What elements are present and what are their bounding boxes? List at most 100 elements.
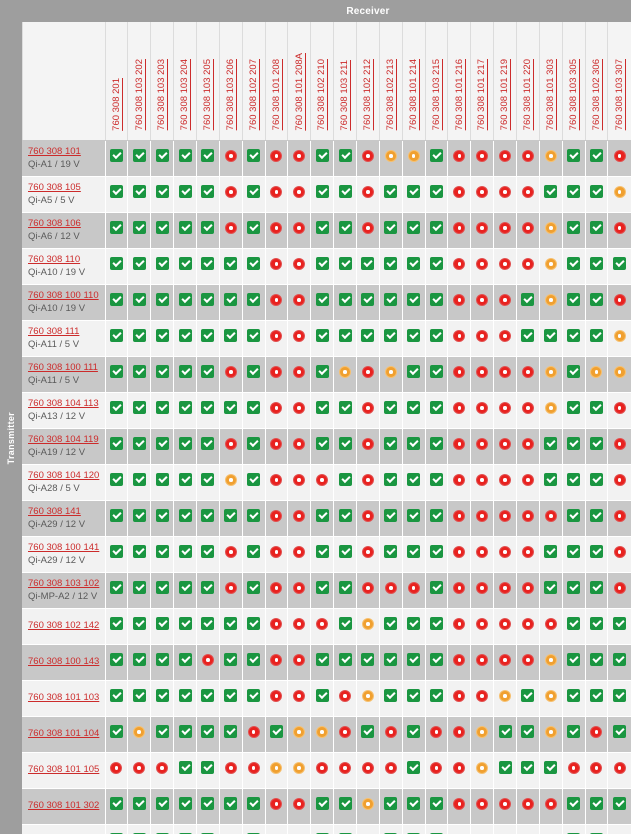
compatibility-cell[interactable] xyxy=(310,572,334,609)
compatibility-cell[interactable] xyxy=(424,320,448,357)
compatibility-cell[interactable] xyxy=(264,644,288,681)
receiver-id-link[interactable]: 760 308 101 220 xyxy=(522,59,534,131)
compatibility-cell[interactable] xyxy=(584,572,608,609)
compatibility-cell[interactable] xyxy=(378,392,403,429)
compatibility-cell[interactable] xyxy=(538,176,563,213)
compatibility-cell[interactable] xyxy=(470,428,494,465)
compatibility-cell[interactable] xyxy=(287,752,311,789)
compatibility-cell[interactable] xyxy=(173,248,197,285)
compatibility-cell[interactable] xyxy=(173,320,197,357)
compatibility-cell[interactable] xyxy=(310,284,334,321)
compatibility-cell[interactable] xyxy=(447,608,471,645)
receiver-id-link[interactable]: 760 308 103 203 xyxy=(156,59,168,131)
compatibility-cell[interactable] xyxy=(173,284,197,321)
compatibility-cell[interactable] xyxy=(333,212,357,249)
receiver-id-link[interactable]: 760 308 103 307 xyxy=(613,59,625,131)
compatibility-cell[interactable] xyxy=(447,752,471,789)
compatibility-cell[interactable] xyxy=(127,752,151,789)
compatibility-cell[interactable] xyxy=(538,428,563,465)
compatibility-cell[interactable] xyxy=(493,392,517,429)
compatibility-cell[interactable] xyxy=(287,500,311,537)
compatibility-cell[interactable] xyxy=(310,140,334,177)
compatibility-cell[interactable] xyxy=(127,284,151,321)
compatibility-cell[interactable] xyxy=(127,140,151,177)
receiver-column-header[interactable]: 760 308 103 305 xyxy=(561,22,586,141)
compatibility-cell[interactable] xyxy=(264,356,288,393)
compatibility-cell[interactable] xyxy=(470,788,494,825)
compatibility-cell[interactable] xyxy=(241,428,266,465)
compatibility-cell[interactable] xyxy=(561,680,586,717)
compatibility-cell[interactable] xyxy=(150,176,174,213)
compatibility-cell[interactable] xyxy=(241,356,266,393)
compatibility-cell[interactable] xyxy=(310,356,334,393)
compatibility-cell[interactable] xyxy=(561,752,586,789)
compatibility-cell[interactable] xyxy=(264,320,288,357)
compatibility-cell[interactable] xyxy=(287,464,311,501)
compatibility-cell[interactable] xyxy=(515,536,540,573)
compatibility-cell[interactable] xyxy=(538,716,563,753)
compatibility-cell[interactable] xyxy=(447,428,471,465)
compatibility-cell[interactable] xyxy=(515,356,540,393)
compatibility-cell[interactable] xyxy=(218,212,243,249)
transmitter-id-link[interactable]: 760 308 101 xyxy=(28,145,81,157)
compatibility-cell[interactable] xyxy=(401,212,426,249)
compatibility-cell[interactable] xyxy=(515,176,540,213)
compatibility-cell[interactable] xyxy=(310,680,334,717)
compatibility-cell[interactable] xyxy=(264,572,288,609)
compatibility-cell[interactable] xyxy=(218,284,243,321)
compatibility-cell[interactable] xyxy=(241,464,266,501)
compatibility-cell[interactable] xyxy=(515,140,540,177)
transmitter-row-header[interactable]: 760 308 106 Qi-A6 / 12 V xyxy=(22,212,105,249)
compatibility-cell[interactable] xyxy=(584,392,608,429)
compatibility-cell[interactable] xyxy=(538,140,563,177)
compatibility-cell[interactable] xyxy=(401,500,426,537)
receiver-column-header[interactable]: 760 308 101 214 xyxy=(401,22,426,141)
compatibility-cell[interactable] xyxy=(515,572,540,609)
compatibility-cell[interactable] xyxy=(584,464,608,501)
transmitter-row-header[interactable]: 760 308 111 Qi-A11 / 5 V xyxy=(22,320,105,357)
compatibility-cell[interactable] xyxy=(401,464,426,501)
compatibility-cell[interactable] xyxy=(104,500,128,537)
compatibility-cell[interactable] xyxy=(127,464,151,501)
compatibility-cell[interactable] xyxy=(355,752,380,789)
compatibility-cell[interactable] xyxy=(470,644,494,681)
compatibility-cell[interactable] xyxy=(355,788,380,825)
compatibility-cell[interactable] xyxy=(538,392,563,429)
compatibility-cell[interactable] xyxy=(378,176,403,213)
compatibility-cell[interactable] xyxy=(401,752,426,789)
compatibility-cell[interactable] xyxy=(378,752,403,789)
compatibility-cell[interactable] xyxy=(127,788,151,825)
compatibility-cell[interactable] xyxy=(195,716,220,753)
compatibility-cell[interactable] xyxy=(561,176,586,213)
compatibility-cell[interactable] xyxy=(104,716,128,753)
compatibility-cell[interactable] xyxy=(104,644,128,681)
compatibility-cell[interactable] xyxy=(493,356,517,393)
transmitter-row-header[interactable]: 760 308 105 Qi-A5 / 5 V xyxy=(22,176,105,213)
compatibility-cell[interactable] xyxy=(584,716,608,753)
compatibility-cell[interactable] xyxy=(378,428,403,465)
compatibility-cell[interactable] xyxy=(470,572,494,609)
compatibility-cell[interactable] xyxy=(310,392,334,429)
compatibility-cell[interactable] xyxy=(401,284,426,321)
compatibility-cell[interactable] xyxy=(287,284,311,321)
receiver-column-header[interactable]: 760 308 103 203 xyxy=(150,22,174,141)
compatibility-cell[interactable] xyxy=(515,284,540,321)
transmitter-id-link[interactable]: 760 308 104 120 xyxy=(28,469,100,481)
compatibility-cell[interactable] xyxy=(355,428,380,465)
compatibility-cell[interactable] xyxy=(378,284,403,321)
compatibility-cell[interactable] xyxy=(401,248,426,285)
compatibility-cell[interactable] xyxy=(173,392,197,429)
compatibility-cell[interactable] xyxy=(333,680,357,717)
compatibility-cell[interactable] xyxy=(470,356,494,393)
compatibility-cell[interactable] xyxy=(333,788,357,825)
compatibility-cell[interactable] xyxy=(447,788,471,825)
compatibility-cell[interactable] xyxy=(424,248,448,285)
compatibility-cell[interactable] xyxy=(104,284,128,321)
transmitter-row-header[interactable]: 760 308 141 Qi-A29 / 12 V xyxy=(22,500,105,537)
compatibility-cell[interactable] xyxy=(150,680,174,717)
transmitter-id-link[interactable]: 760 308 110 xyxy=(28,253,81,265)
compatibility-cell[interactable] xyxy=(401,824,426,834)
compatibility-cell[interactable] xyxy=(607,356,631,393)
compatibility-cell[interactable] xyxy=(378,716,403,753)
compatibility-cell[interactable] xyxy=(150,644,174,681)
